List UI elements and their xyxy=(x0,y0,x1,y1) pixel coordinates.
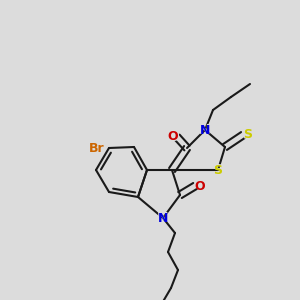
Text: O: O xyxy=(195,179,205,193)
Text: O: O xyxy=(168,130,178,143)
Text: N: N xyxy=(200,124,210,136)
Text: N: N xyxy=(158,212,168,224)
Text: N: N xyxy=(157,211,169,225)
Text: Br: Br xyxy=(89,142,105,154)
Text: S: S xyxy=(244,128,253,142)
Text: O: O xyxy=(167,130,179,144)
Text: S: S xyxy=(243,128,253,142)
Text: N: N xyxy=(199,123,211,137)
Text: Br: Br xyxy=(88,141,106,155)
Text: S: S xyxy=(213,163,223,177)
Text: O: O xyxy=(194,179,206,193)
Text: S: S xyxy=(214,164,223,176)
